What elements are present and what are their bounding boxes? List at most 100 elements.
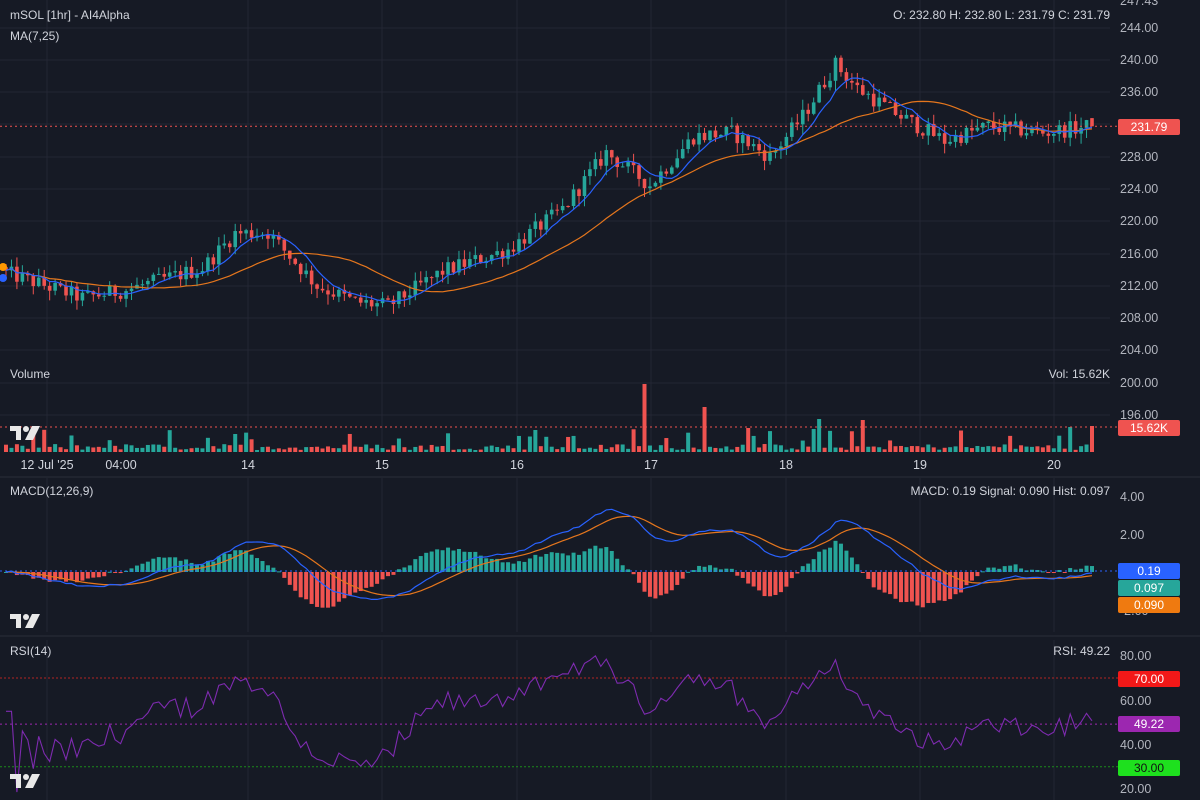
- tradingview-logo-icon[interactable]: [10, 425, 42, 441]
- volume-bar: [604, 448, 609, 452]
- macd-hist-bar: [386, 572, 391, 577]
- volume-readout: Vol: 15.62K: [1048, 367, 1110, 381]
- volume-bar: [440, 445, 445, 452]
- volume-bar: [227, 445, 232, 452]
- macd-hist-bar: [211, 561, 216, 572]
- time-tick: 12 Jul '25: [20, 458, 74, 472]
- volume-bar: [271, 449, 276, 452]
- macd-hist-bar: [407, 565, 412, 572]
- macd-hist-bar: [549, 552, 554, 572]
- volume-bar: [1013, 448, 1018, 452]
- macd-hist-bar: [888, 572, 893, 595]
- volume-pane: [0, 384, 1118, 452]
- candle-body: [364, 300, 368, 303]
- price-tick: 208.00: [1120, 311, 1159, 325]
- candle-body: [206, 257, 210, 272]
- macd-hist-bar: [467, 551, 472, 572]
- candle-body: [697, 132, 701, 145]
- macd-hist-bar: [653, 572, 658, 599]
- candle-body: [118, 295, 123, 299]
- volume-bar: [833, 447, 838, 452]
- volume-bar: [915, 446, 920, 452]
- volume-bar: [1073, 449, 1078, 452]
- price-tick: 200.00: [1120, 376, 1159, 390]
- volume-bar: [293, 447, 298, 452]
- candle-body: [626, 162, 630, 167]
- macd-hist-bar: [1084, 565, 1089, 572]
- volume-bar: [211, 446, 216, 452]
- candle-body: [457, 259, 461, 273]
- price-tick: 247.43: [1120, 0, 1159, 8]
- candle-body: [1051, 133, 1056, 136]
- candle-body: [58, 282, 63, 286]
- macd-hist-bar: [140, 563, 145, 572]
- candle-body: [162, 273, 167, 277]
- volume-label[interactable]: Volume: [10, 367, 51, 381]
- macd-hist-bar: [937, 572, 942, 601]
- volume-bar: [1068, 427, 1073, 452]
- candle-body: [277, 235, 281, 240]
- volume-bar: [53, 444, 58, 452]
- ma-indicator-label[interactable]: MA(7,25): [10, 29, 60, 43]
- volume-bar: [544, 436, 549, 452]
- candle-body: [539, 221, 543, 230]
- volume-bar: [1040, 447, 1045, 452]
- candle-body: [790, 122, 794, 137]
- volume-bar: [718, 448, 723, 452]
- candle-body: [599, 159, 603, 166]
- macd-hist-bar: [331, 572, 336, 607]
- macd-hist-bar: [484, 558, 489, 572]
- candle-body: [36, 277, 41, 287]
- volume-bar: [424, 449, 429, 452]
- candle-body: [244, 230, 248, 234]
- macd-hist-bar: [833, 540, 838, 572]
- macd-hist-bar: [134, 565, 139, 572]
- volume-bar: [178, 449, 183, 452]
- volume-bar: [1051, 448, 1056, 452]
- volume-bar: [255, 449, 260, 452]
- macd-hist-bar: [58, 572, 63, 580]
- macd-hist-bar: [566, 555, 571, 572]
- tradingview-logo-icon[interactable]: [10, 613, 42, 629]
- macd-hist-bar: [162, 557, 167, 572]
- volume-bar: [216, 448, 221, 452]
- macd-hist-bar: [926, 572, 931, 604]
- macd-hist-bar: [375, 572, 380, 584]
- candle-body: [408, 295, 412, 298]
- ma7-line: [5, 77, 1093, 303]
- candle-body: [659, 171, 663, 183]
- macd-hist-bar: [582, 551, 587, 572]
- macd-hist-bar: [325, 572, 330, 608]
- macd-hist-bar: [713, 567, 718, 572]
- macd-hist-bar: [555, 552, 560, 572]
- volume-bar: [740, 444, 745, 452]
- macd-hist-bar: [631, 572, 636, 575]
- volume-bar: [265, 446, 270, 452]
- macd-label[interactable]: MACD(12,26,9): [10, 484, 94, 498]
- volume-bar: [391, 445, 396, 452]
- volume-bar: [140, 447, 145, 452]
- rsi-label[interactable]: RSI(14): [10, 644, 52, 658]
- rsi-pane: [0, 654, 1118, 793]
- candle-body: [53, 282, 57, 291]
- candle-body: [238, 231, 243, 234]
- candle-body: [877, 97, 881, 107]
- price-pane: [0, 55, 1118, 317]
- macd-hist-bar: [500, 562, 505, 572]
- volume-bar: [768, 431, 773, 452]
- macd-hist-bar: [778, 572, 783, 593]
- volume-bar: [735, 446, 740, 452]
- macd-hist-bar: [364, 572, 369, 588]
- volume-bar: [986, 446, 991, 452]
- symbol-title[interactable]: mSOL [1hr] - AI4Alpha: [10, 8, 130, 22]
- candle-body: [620, 166, 625, 168]
- macd-hist-bar: [96, 572, 101, 578]
- macd-hist-bar: [669, 572, 674, 591]
- volume-bar: [380, 448, 385, 452]
- candle-body: [1046, 133, 1051, 136]
- tradingview-logo-icon[interactable]: [10, 773, 42, 789]
- candle-body: [686, 139, 690, 150]
- volume-bar: [522, 449, 527, 452]
- volume-bar: [315, 446, 320, 452]
